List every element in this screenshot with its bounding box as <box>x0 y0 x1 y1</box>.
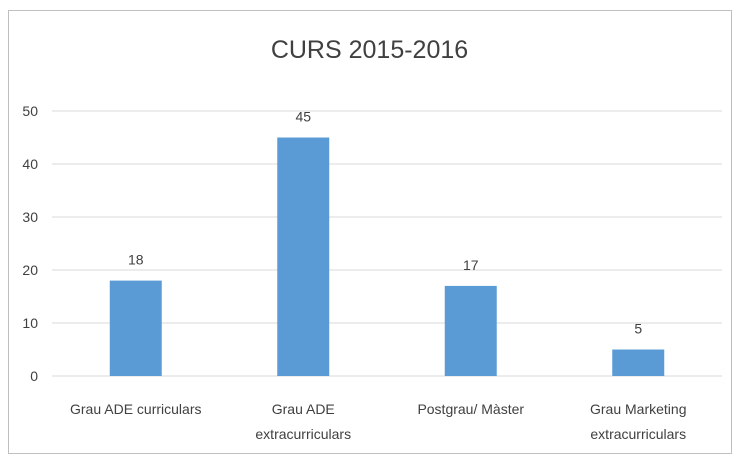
category-label: Postgrau/ Màster <box>417 401 524 417</box>
data-label: 17 <box>463 257 479 273</box>
data-label: 45 <box>295 109 311 125</box>
category-label-line: extracurriculars <box>255 426 351 442</box>
y-tick-label: 20 <box>22 262 38 278</box>
y-tick-label: 40 <box>22 156 38 172</box>
bar <box>109 280 162 376</box>
category-label-line: Grau ADE <box>272 401 335 417</box>
category-label: Grau Marketing extracurriculars <box>590 401 686 442</box>
y-tick-label: 10 <box>22 315 38 331</box>
category-label-line: Postgrau/ Màster <box>417 401 524 417</box>
y-axis: 0 10 20 30 40 50 <box>22 103 38 384</box>
category-label-line: Grau ADE curriculars <box>70 401 201 417</box>
bars <box>109 137 665 376</box>
data-label: 5 <box>634 321 642 337</box>
data-labels: 18 45 17 5 <box>128 109 642 337</box>
gridlines <box>52 110 722 377</box>
category-label: Grau ADE curriculars <box>70 401 201 417</box>
category-label-line: extracurriculars <box>590 426 686 442</box>
bar <box>612 349 665 376</box>
y-tick-label: 50 <box>22 103 38 119</box>
x-axis: Grau ADE curriculars Grau ADE extracurricu… <box>70 401 686 442</box>
bar <box>277 137 330 376</box>
y-tick-label: 30 <box>22 209 38 225</box>
bar <box>444 285 497 376</box>
chart-title: CURS 2015-2016 <box>270 36 469 64</box>
category-label: Grau ADE extracurriculars <box>255 401 351 442</box>
data-label: 18 <box>128 252 144 268</box>
y-tick-label: 0 <box>30 368 38 384</box>
category-label-line: Grau Marketing <box>590 401 686 417</box>
chart-frame <box>8 10 732 454</box>
